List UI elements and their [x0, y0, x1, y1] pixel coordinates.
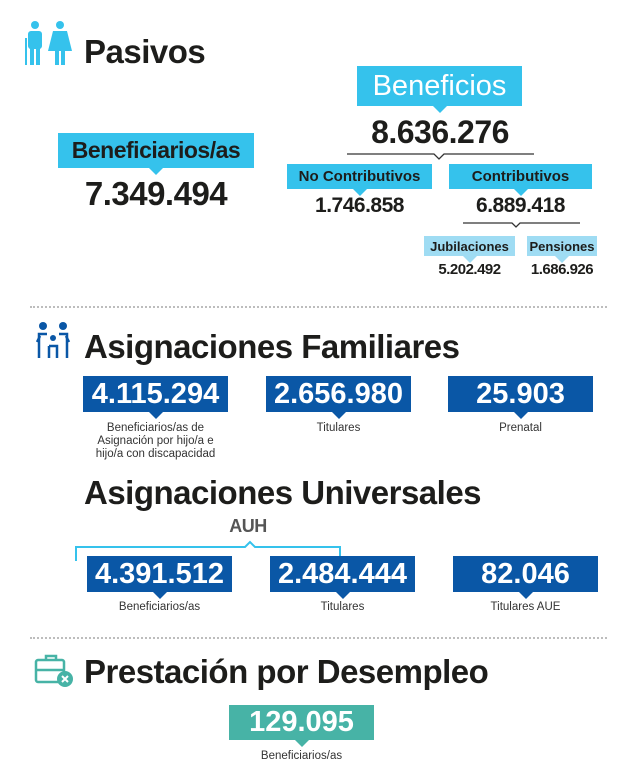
- briefcase-x-icon: [34, 654, 73, 687]
- split-line: [347, 153, 534, 160]
- divider: [30, 306, 607, 308]
- beneficios-label: Beneficios: [357, 66, 522, 113]
- familiares-label-3: Prenatal: [499, 422, 542, 434]
- split-line-contributivos: [463, 222, 580, 228]
- contributivos-label: Contributivos: [449, 164, 592, 196]
- universales-label-2: Titulares: [320, 601, 365, 613]
- beneficiarios-label: Beneficiarios/as: [58, 133, 254, 175]
- section-title-desempleo: Prestación por Desempleo: [84, 653, 489, 690]
- universales-value-1: 4.391.512: [87, 556, 232, 599]
- beneficios-value: 8.636.276: [371, 114, 509, 150]
- desempleo-label: Beneficiarios/as: [260, 750, 343, 762]
- section-title-universales: Asignaciones Universales: [84, 474, 482, 511]
- family-icon: [36, 322, 71, 358]
- familiares-value-3: 25.903: [448, 376, 593, 419]
- elderly-couple-icon: [25, 21, 72, 65]
- no-contributivos-value: 1.746.858: [315, 194, 404, 217]
- familiares-value-2: 2.656.980: [266, 376, 411, 419]
- section-title-pasivos: Pasivos: [84, 33, 206, 70]
- auh-label: AUH: [229, 516, 267, 536]
- universales-value-2: 2.484.444: [270, 556, 415, 599]
- contributivos-value: 6.889.418: [476, 194, 565, 217]
- section-title-familiares: Asignaciones Familiares: [84, 328, 460, 365]
- pensiones-value: 1.686.926: [530, 261, 594, 278]
- desempleo-value: 129.095: [229, 705, 374, 747]
- familiares-value-1: 4.115.294: [83, 376, 228, 419]
- universales-value-3: 82.046: [453, 556, 598, 599]
- jubilaciones-label: Jubilaciones: [424, 236, 515, 263]
- familiares-label-2: Titulares: [316, 422, 361, 434]
- beneficiarios-value: 7.349.494: [84, 175, 228, 212]
- familiares-label-1: Beneficiarios/as de Asignación por hijo/…: [95, 422, 216, 460]
- auh-bracket: [75, 540, 341, 561]
- no-contributivos-label: No Contributivos: [287, 164, 432, 196]
- universales-label-1: Beneficiarios/as: [118, 601, 201, 613]
- jubilaciones-value: 5.202.492: [438, 261, 501, 278]
- universales-label-3: Titulares AUE: [490, 601, 561, 613]
- pensiones-label: Pensiones: [527, 236, 597, 263]
- divider: [30, 637, 607, 639]
